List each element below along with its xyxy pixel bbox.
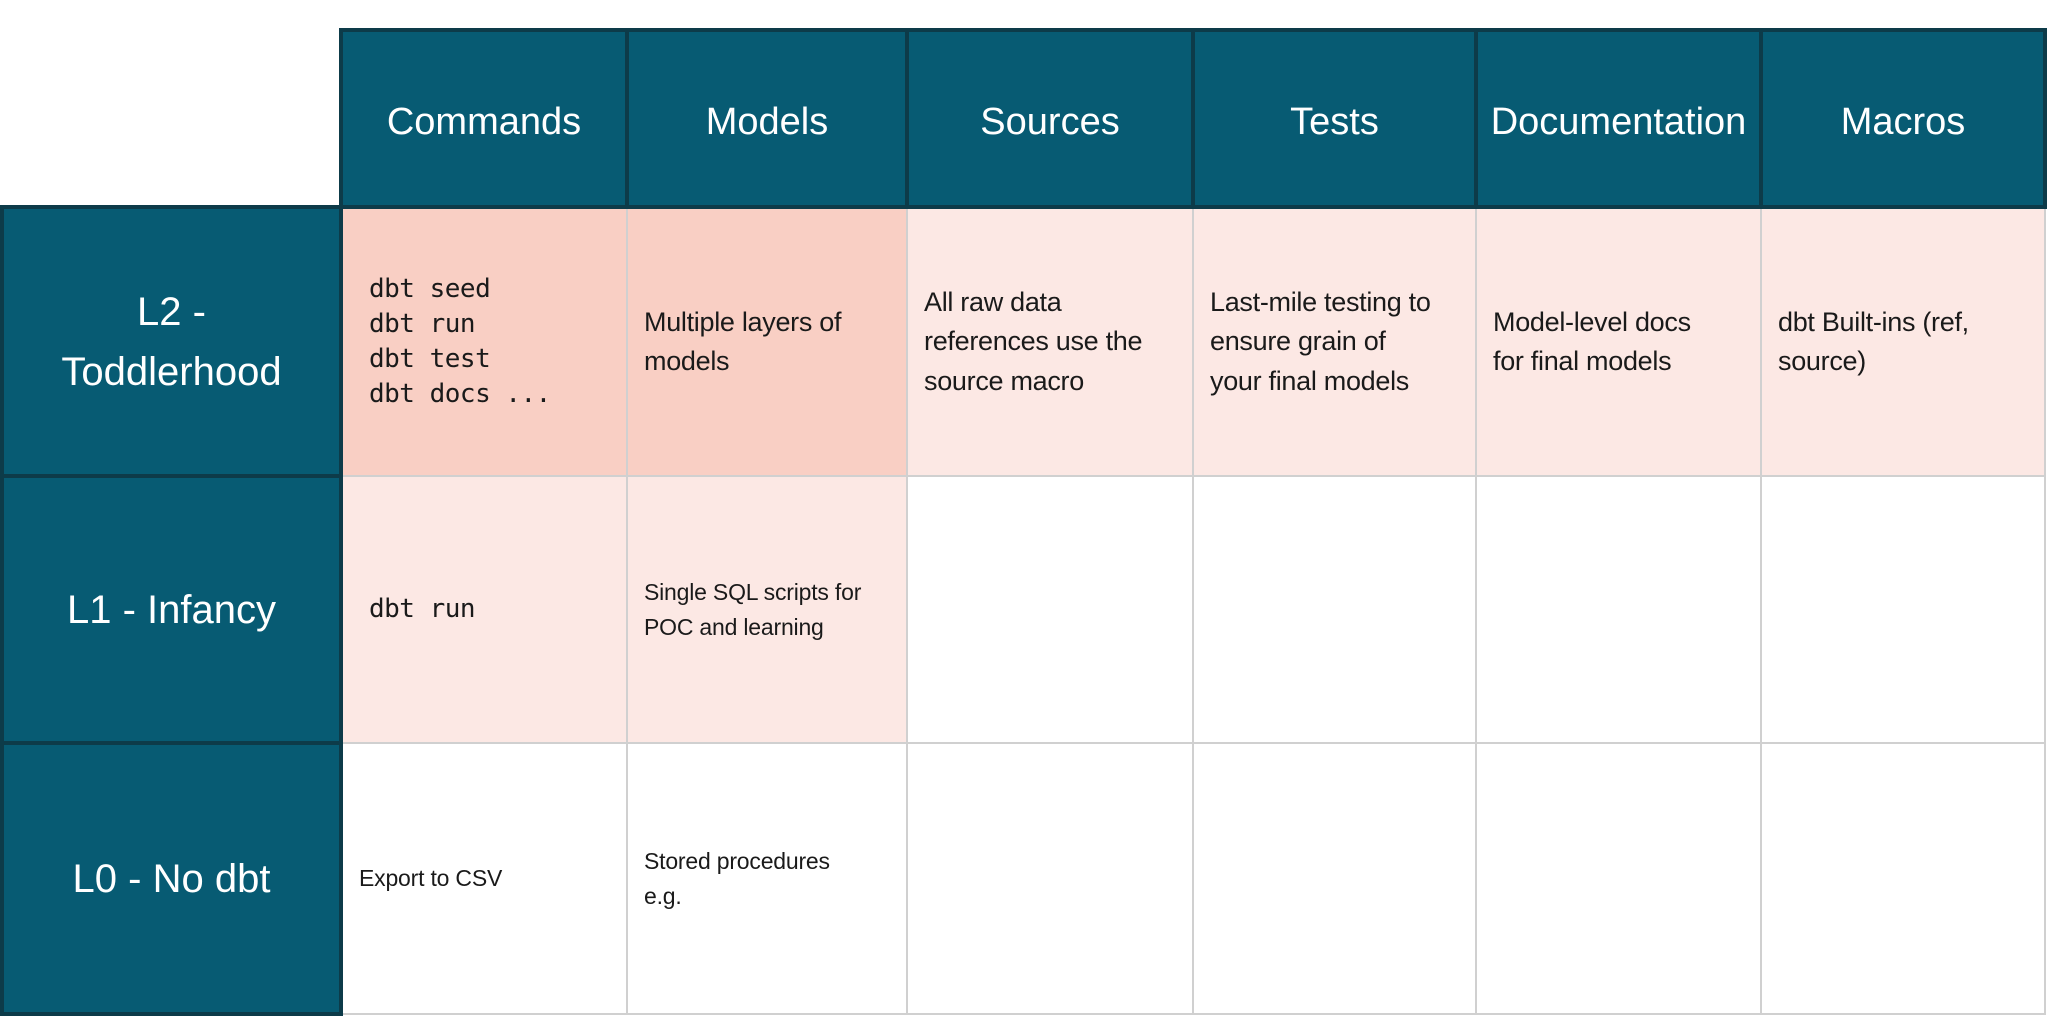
cell-l0-models: Stored procedures e.g. xyxy=(626,742,908,1015)
column-header-sources: Sources xyxy=(905,28,1195,209)
cell-l2-tests: Last-mile testing to ensure grain of you… xyxy=(1192,206,1477,477)
cell-l1-tests xyxy=(1192,475,1477,744)
cell-l2-documentation: Model-level docs for final models xyxy=(1475,206,1762,477)
cell-l0-documentation xyxy=(1475,742,1762,1015)
cell-l1-models: Single SQL scripts for POC and learning xyxy=(626,475,908,744)
column-header-commands: Commands xyxy=(339,28,629,209)
table-row-l1: L1 - Infancy dbt run Single SQL scripts … xyxy=(0,474,2046,745)
cell-l0-macros xyxy=(1760,742,2046,1015)
row-header-l1-infancy: L1 - Infancy xyxy=(0,474,343,745)
cell-l2-sources: All raw data references use the source m… xyxy=(906,206,1194,477)
cell-l2-commands: dbt seed dbt run dbt test dbt docs ... xyxy=(340,206,628,477)
table-row-l2: L2 - Toddlerhood dbt seed dbt run dbt te… xyxy=(0,205,2046,478)
cell-l2-macros: dbt Built-ins (ref, source) xyxy=(1760,206,2046,477)
cell-l1-sources xyxy=(906,475,1194,744)
column-header-documentation: Documentation xyxy=(1474,28,1763,209)
header-row: Commands Models Sources Tests Documentat… xyxy=(2,28,2047,209)
dbt-maturity-table: Commands Models Sources Tests Documentat… xyxy=(0,28,2047,1016)
table-row-l0: L0 - No dbt Export to CSV Stored procedu… xyxy=(0,741,2046,1016)
cell-l0-sources xyxy=(906,742,1194,1015)
cell-l0-tests xyxy=(1192,742,1477,1015)
cell-l1-macros xyxy=(1760,475,2046,744)
corner-cell xyxy=(2,30,341,207)
row-header-l0-no-dbt: L0 - No dbt xyxy=(0,741,343,1016)
cell-l1-documentation xyxy=(1475,475,1762,744)
column-header-macros: Macros xyxy=(1759,28,2047,209)
cell-l0-commands: Export to CSV xyxy=(340,742,628,1015)
row-header-l2-toddlerhood: L2 - Toddlerhood xyxy=(0,205,343,478)
cell-l1-commands: dbt run xyxy=(340,475,628,744)
column-header-models: Models xyxy=(625,28,909,209)
cell-l2-models: Multiple layers of models xyxy=(626,206,908,477)
column-header-tests: Tests xyxy=(1191,28,1478,209)
